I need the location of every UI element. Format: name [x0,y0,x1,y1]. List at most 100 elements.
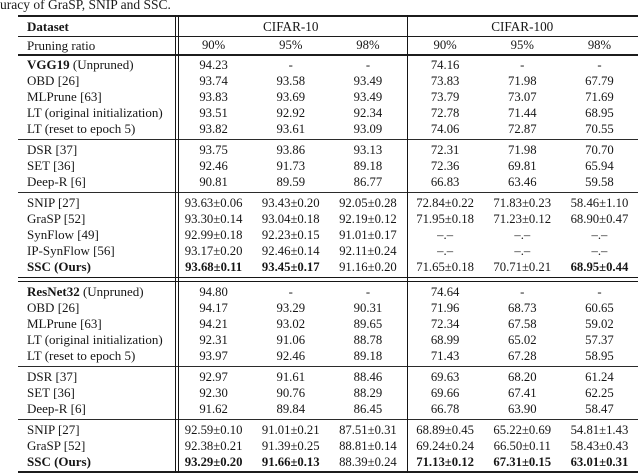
value-cell: 68.20 [508,370,537,384]
value-cell: 91.06 [276,333,306,347]
value-cell: 90.81 [199,175,228,189]
value-cell: 93.29 [276,301,306,315]
block-divider-rule [18,192,638,193]
value-cell: 73.83 [430,74,460,88]
value-cell: 91.01±0.17 [339,228,397,242]
ratio-header: 90% [201,38,226,52]
method-cell: LT (reset to epoch 5) [27,348,136,363]
dataset-header-row: Dataset CIFAR-10 CIFAR-100 [18,17,638,36]
value-cell: 65.22±0.69 [493,423,552,437]
value-cell: 71.43 [430,349,460,363]
value-cell: 92.11±0.24 [339,244,397,258]
method-cell: LT (original initialization) [27,105,163,120]
value-cell: 72.87 [508,122,537,136]
method-name-bold: VGG19 [27,57,70,72]
value-cell: 91.39±0.25 [261,439,320,453]
method-cell: VGG19 (Unpruned) [27,57,134,72]
value-cell: 71.44 [508,106,537,120]
value-cell: - [365,58,371,72]
value-cell: 93.61 [276,122,306,136]
value-cell: 87.51±0.31 [339,423,397,437]
table-row: IP-SynFlow [56] 93.17±0.20 92.46±0.14 92.11… [18,243,638,259]
value-cell: 91.66±0.13 [261,455,320,469]
value-cell: 71.96 [430,301,460,315]
method-name-bold: ResNet32 [27,284,80,299]
value-cell: 65.94 [585,159,614,173]
value-cell: 88.46 [353,370,383,384]
value-cell: 92.46 [276,349,306,363]
value-cell: 58.43±0.43 [570,439,629,453]
value-cell: 92.19±0.12 [339,212,397,226]
value-cell: 89.18 [353,349,383,363]
ratio-header: 95% [279,38,303,52]
table-row: LT (reset to epoch 5) 93.82 93.61 93.09 74.0… [18,121,638,137]
value-cell: 68.95±0.44 [570,260,629,274]
table-row: SNIP [27] 92.59±0.10 91.01±0.21 87.51±0.31 6… [18,422,638,438]
value-cell: 73.79 [430,90,460,104]
table-row: SSC (Ours) 93.68±0.11 93.45±0.17 91.16±0.20… [18,259,638,275]
value-cell: 93.51 [199,106,228,120]
table-row: VGG19 (Unpruned) 94.23 - - 74.16 - - [18,57,638,73]
value-cell: 66.78 [430,402,460,416]
value-cell: 91.16±0.20 [339,260,397,274]
value-cell: 93.13 [353,143,383,157]
ratio-header: 90% [433,38,457,52]
value-cell: 92.59±0.10 [184,423,243,437]
value-cell: 67.41 [508,386,537,400]
value-cell: 88.39±0.24 [339,455,397,469]
table-row: LT (original initialization) 92.31 91.06 88… [18,332,638,348]
table-row: LT (reset to epoch 5) 93.97 92.46 89.18 71.4… [18,348,638,364]
pruning-ratio-row: Pruning ratio 90% 95% 98% 90% 95% 98% [18,37,638,54]
method-cell: MLPrune [63] [27,89,102,104]
table-row: Deep-R [6] 90.81 89.59 86.77 66.83 63.46 59.58 [18,174,638,190]
value-cell: 91.73 [276,159,306,173]
value-cell: 71.69 [585,90,614,104]
method-cell: ResNet32 (Unpruned) [27,284,144,299]
value-cell: 58.95 [585,349,614,363]
value-cell: 54.81±1.43 [570,423,629,437]
ratio-header: 98% [587,38,612,52]
cifar100-group-header: CIFAR-100 [491,19,554,34]
value-cell: 93.58 [276,74,306,88]
value-cell: 74.16 [430,58,460,72]
value-cell: 93.02 [276,317,306,331]
value-cell: 92.46±0.14 [261,244,320,258]
ratio-header: 98% [356,38,380,52]
method-cell: LT (reset to epoch 5) [27,121,136,136]
value-cell: 94.23 [199,58,228,72]
value-cell: 92.31 [199,333,228,347]
value-cell: 88.81±0.14 [339,439,397,453]
table-row: SET [36] 92.46 91.73 89.18 72.36 69.81 65.94 [18,158,638,174]
value-cell: 94.80 [199,285,228,299]
figure-caption-text: uracy of GraSP, SNIP and SSC. [0,0,171,12]
value-cell: 63.01±0.31 [570,455,629,469]
value-cell: 72.31 [430,143,460,157]
value-cell: 74.64 [430,285,460,299]
table-row: SET [36] 92.30 90.76 88.29 69.66 67.41 62.25 [18,385,638,401]
value-cell: 68.90±0.47 [570,212,629,226]
pruning-ratio-label: Pruning ratio [27,38,96,53]
value-cell: 92.23±0.15 [261,228,320,242]
table-row: LT (original initialization) 93.51 92.92 92… [18,105,638,121]
value-cell: 93.63±0.06 [184,196,243,210]
method-cell: SSC (Ours) [18,454,175,470]
value-cell: 93.17±0.20 [184,244,243,258]
value-cell: 86.77 [353,175,383,189]
value-cell: 91.61 [276,370,306,384]
value-cell: - [520,285,525,299]
method-cell: SynFlow [49] [27,227,99,242]
value-cell: 71.98 [508,143,537,157]
value-cell: –.– [591,244,608,258]
ratio-header: 95% [510,38,534,52]
value-cell: 93.49 [353,74,383,88]
value-cell: 59.58 [585,175,614,189]
method-cell: MLPrune [63] [27,316,102,331]
value-cell: 93.29±0.20 [184,455,243,469]
value-cell: 92.92 [276,106,306,120]
figure-caption: uracy of GraSP, SNIP and SSC. [0,0,400,12]
value-cell: 89.84 [276,402,306,416]
value-cell: –.– [437,244,454,258]
value-cell: 72.78 [430,106,460,120]
value-cell: 93.74 [199,74,228,88]
method-cell: OBD [26] [27,73,80,88]
